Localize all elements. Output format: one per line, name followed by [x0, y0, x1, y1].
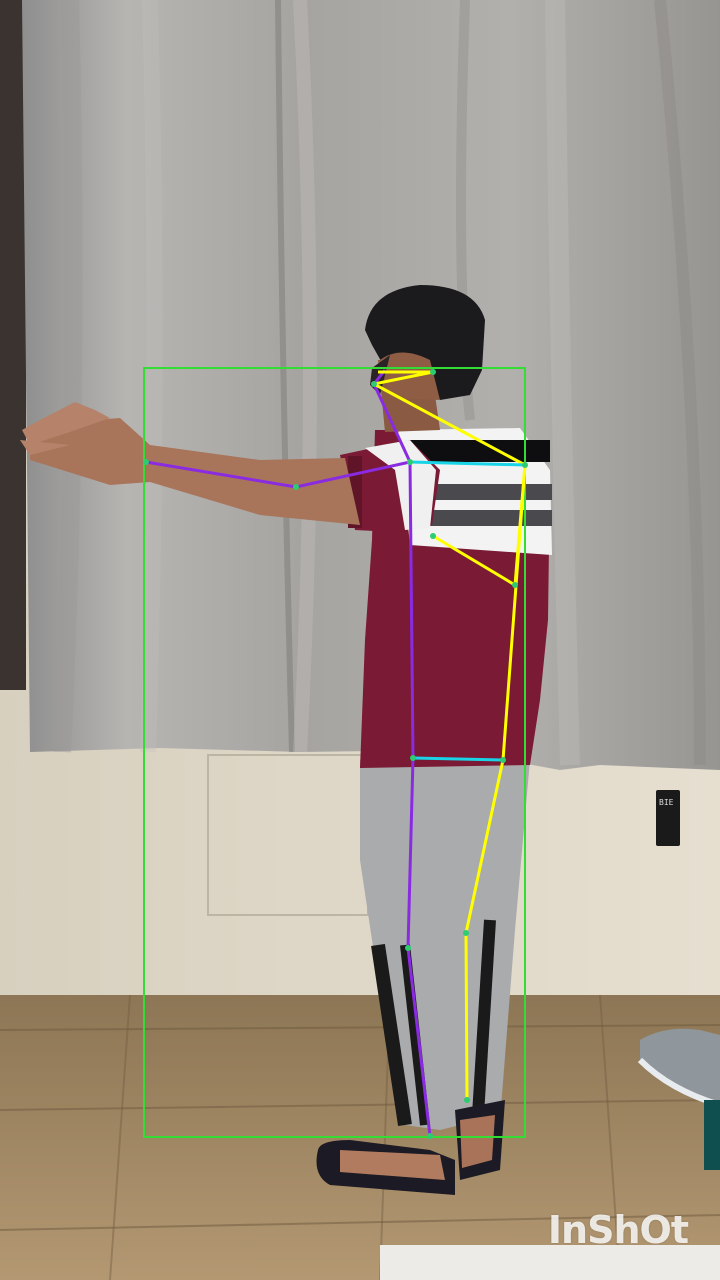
pose-right-shoulder-line: [373, 382, 526, 467]
pose-keypoints: [143, 369, 528, 1139]
pose-hip-link: [412, 756, 504, 762]
wall-sign: BIE: [656, 790, 680, 846]
pose-right-torso-leg: [464, 464, 527, 1101]
wall-sign-text: BIE: [659, 798, 674, 807]
pose-shoulder-link: [409, 460, 526, 467]
sneaker: [637, 1028, 720, 1170]
pose-overlay: [143, 367, 528, 1139]
person: [20, 285, 552, 1195]
person-bounding-box: [143, 367, 526, 1138]
inshot-watermark: InShOt: [547, 1208, 689, 1252]
window-frame: [0, 0, 26, 690]
